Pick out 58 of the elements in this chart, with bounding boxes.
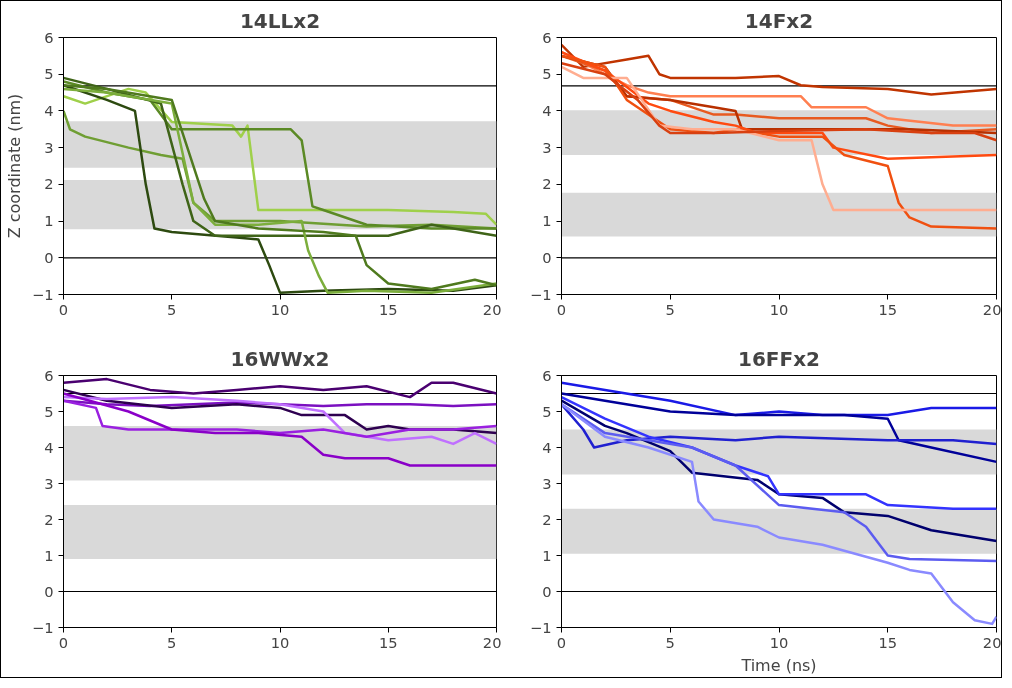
y-tick-label: 5 — [44, 65, 54, 83]
x-tick-label: 5 — [167, 300, 177, 318]
y-tick-label: 0 — [542, 248, 552, 266]
y-tick-label: 5 — [44, 402, 54, 420]
y-axis-title: Z coordinate (nm) — [4, 93, 24, 239]
y-tick-label: 1 — [542, 546, 552, 564]
x-axis-title: Time (ns) — [740, 655, 817, 675]
y-tick-label: 0 — [44, 248, 54, 266]
x-tick-label: 0 — [58, 633, 69, 651]
x-tick-label: 5 — [167, 633, 177, 651]
y-tick-label: −1 — [31, 285, 54, 303]
x-tick-label: 0 — [556, 300, 567, 318]
y-tick-label: 1 — [542, 212, 552, 230]
x-tick-label: 10 — [270, 633, 290, 651]
y-tick-label: 6 — [542, 28, 552, 46]
y-tick-label: 3 — [44, 138, 54, 156]
x-tick-label: 20 — [982, 633, 1002, 651]
x-tick-label: 0 — [58, 300, 69, 318]
y-tick-label: 5 — [542, 402, 552, 420]
y-tick-label: 3 — [44, 474, 54, 492]
y-tick-label: 5 — [542, 65, 552, 83]
y-tick-label: −1 — [529, 618, 552, 636]
y-tick-label: 3 — [542, 138, 552, 156]
y-tick-label: 0 — [542, 582, 552, 600]
chart-title: 14Fx2 — [744, 8, 814, 33]
chart-title: 16FFx2 — [738, 346, 820, 371]
x-tick-label: 15 — [878, 633, 898, 651]
y-tick-label: 4 — [44, 438, 54, 456]
y-tick-label: 2 — [44, 510, 54, 528]
x-tick-label: 5 — [665, 300, 675, 318]
x-tick-label: 20 — [482, 633, 502, 651]
y-tick-label: 2 — [542, 175, 552, 193]
y-tick-label: 2 — [542, 510, 552, 528]
y-tick-label: 2 — [44, 175, 54, 193]
y-tick-label: 6 — [44, 28, 54, 46]
y-tick-label: −1 — [529, 285, 552, 303]
x-tick-label: 10 — [769, 633, 789, 651]
y-tick-label: 1 — [44, 546, 54, 564]
y-tick-label: 3 — [542, 474, 552, 492]
y-tick-label: 4 — [542, 101, 552, 119]
chart-title: 16WWx2 — [230, 346, 330, 371]
x-tick-label: 0 — [556, 633, 567, 651]
y-tick-label: 6 — [542, 366, 552, 384]
x-tick-label: 15 — [378, 300, 398, 318]
y-tick-label: 1 — [44, 212, 54, 230]
x-tick-label: 20 — [482, 300, 502, 318]
x-tick-label: 5 — [665, 633, 675, 651]
y-tick-label: 4 — [44, 101, 54, 119]
x-tick-label: 15 — [878, 300, 898, 318]
y-tick-label: 4 — [542, 438, 552, 456]
x-tick-label: 10 — [270, 300, 290, 318]
x-tick-label: 10 — [769, 300, 789, 318]
y-tick-label: 6 — [44, 366, 54, 384]
y-tick-label: 0 — [44, 582, 54, 600]
y-tick-label: −1 — [31, 618, 54, 636]
chart-title: 14LLx2 — [239, 8, 321, 33]
x-tick-label: 15 — [378, 633, 398, 651]
x-tick-label: 20 — [982, 300, 1002, 318]
